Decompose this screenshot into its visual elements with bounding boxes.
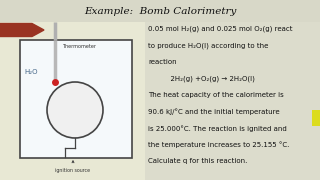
Text: the temperature increases to 25.155 °C.: the temperature increases to 25.155 °C. bbox=[148, 141, 289, 148]
Text: reaction: reaction bbox=[148, 59, 177, 65]
Text: 2 H₂ + O₂: 2 H₂ + O₂ bbox=[60, 107, 90, 112]
FancyBboxPatch shape bbox=[0, 0, 320, 22]
Text: to produce H₂O(l) according to the: to produce H₂O(l) according to the bbox=[148, 42, 268, 49]
Text: Example:  Bomb Calorimetry: Example: Bomb Calorimetry bbox=[84, 6, 236, 15]
FancyBboxPatch shape bbox=[0, 0, 145, 180]
Bar bbox=[312, 110, 320, 126]
Text: Calculate q for this reaction.: Calculate q for this reaction. bbox=[148, 158, 247, 164]
Text: H₂O: H₂O bbox=[24, 69, 37, 75]
Bar bbox=[20, 40, 132, 158]
FancyArrow shape bbox=[0, 24, 44, 37]
Text: ignition source: ignition source bbox=[55, 161, 91, 173]
Text: 2H₂(g) +O₂(g) → 2H₂O(l): 2H₂(g) +O₂(g) → 2H₂O(l) bbox=[148, 75, 255, 82]
Text: 0.05 mol H₂(g) and 0.025 mol O₂(g) react: 0.05 mol H₂(g) and 0.025 mol O₂(g) react bbox=[148, 26, 292, 33]
Circle shape bbox=[47, 82, 103, 138]
Bar bbox=[21, 41, 131, 157]
Text: Thermometer: Thermometer bbox=[62, 44, 96, 48]
Text: is 25.000°C. The reaction is ignited and: is 25.000°C. The reaction is ignited and bbox=[148, 125, 287, 132]
Text: 90.6 kJ/°C and the initial temperature: 90.6 kJ/°C and the initial temperature bbox=[148, 109, 280, 115]
Text: The heat capacity of the calorimeter is: The heat capacity of the calorimeter is bbox=[148, 92, 284, 98]
